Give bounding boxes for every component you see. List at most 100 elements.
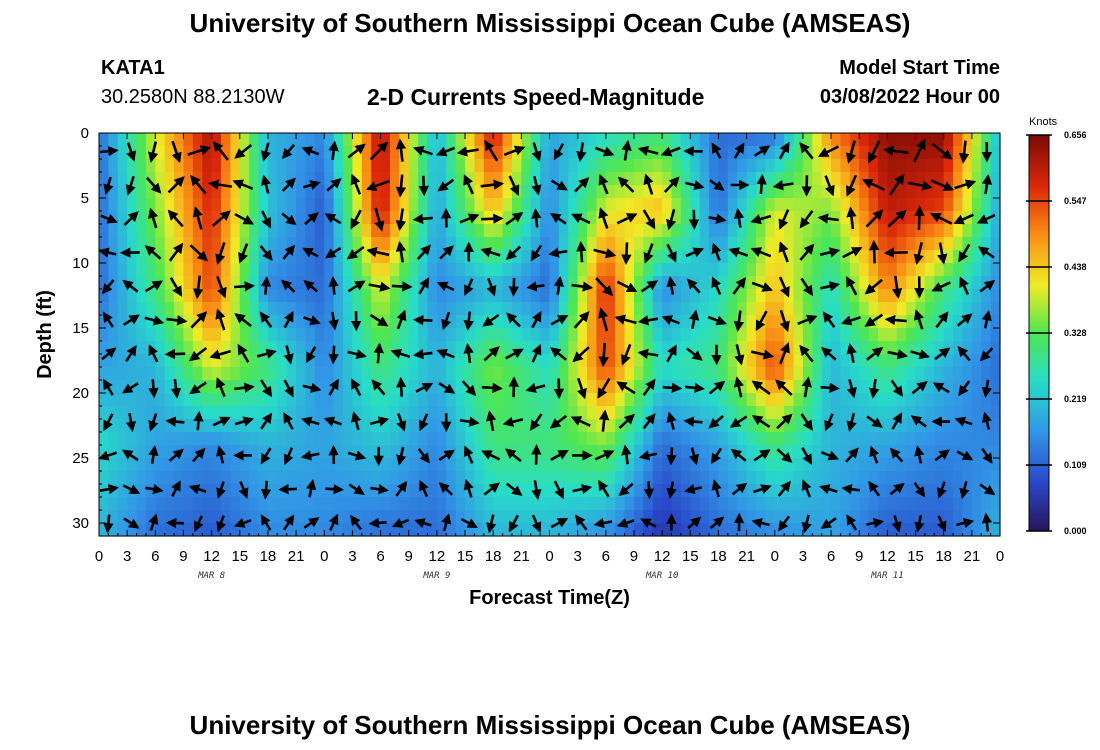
heatmap-cell — [99, 367, 109, 381]
current-vector-arrow — [369, 141, 389, 161]
current-vector-arrow — [215, 308, 226, 331]
heatmap-cell — [540, 354, 551, 368]
heatmap-cell — [699, 159, 710, 173]
heatmap-cell — [558, 302, 569, 316]
current-vector-arrow — [102, 378, 114, 396]
heatmap-cell — [230, 276, 241, 290]
current-vector-arrow — [413, 348, 433, 360]
heatmap-cell — [483, 328, 494, 342]
current-vector-arrow — [348, 483, 365, 495]
heatmap-cell — [145, 172, 156, 186]
heatmap-cell — [267, 198, 278, 212]
heatmap-cell — [502, 510, 513, 524]
current-vector-arrow — [707, 315, 727, 326]
heatmap-cell — [558, 224, 569, 238]
heatmap-cell — [202, 172, 213, 186]
current-vector-arrow — [395, 208, 407, 232]
heatmap-cell — [183, 458, 194, 472]
heatmap-cell — [155, 432, 166, 446]
heatmap-cell — [239, 445, 250, 459]
heatmap-cell — [145, 198, 156, 212]
x-tick-label: 12 — [879, 548, 896, 565]
current-vector-arrow — [978, 246, 995, 259]
heatmap-cell — [568, 263, 579, 277]
current-vector-arrow — [709, 516, 725, 530]
heatmap-cell — [840, 198, 851, 212]
heatmap-cell — [896, 497, 907, 511]
heatmap-cell — [981, 497, 992, 511]
heatmap-cell — [802, 445, 813, 459]
heatmap-cell — [680, 159, 691, 173]
heatmap-cell — [990, 510, 1001, 524]
heatmap-cell — [934, 497, 945, 511]
heatmap-cell — [755, 393, 766, 407]
heatmap-cell — [549, 393, 560, 407]
x-tick-label: 21 — [513, 548, 530, 565]
heatmap-cell — [924, 328, 935, 342]
heatmap-cell — [774, 393, 785, 407]
heatmap-cell — [230, 484, 241, 498]
heatmap-cell — [108, 263, 119, 277]
heatmap-cell — [887, 159, 898, 173]
x-tick-label: 6 — [827, 548, 835, 565]
current-vector-arrow — [188, 346, 208, 362]
heatmap-cell — [587, 393, 598, 407]
heatmap-cell — [784, 432, 795, 446]
heatmap-cell — [774, 289, 785, 303]
heatmap-cell — [558, 159, 569, 173]
heatmap-cell — [633, 367, 644, 381]
heatmap-cell — [859, 146, 870, 160]
heatmap-cell — [633, 237, 644, 251]
heatmap-cell — [408, 380, 419, 394]
heatmap-cell — [549, 367, 560, 381]
current-vector-arrow — [891, 412, 903, 430]
heatmap-cell — [990, 406, 1001, 420]
heatmap-cell — [671, 133, 682, 147]
heatmap-cell — [296, 133, 307, 147]
heatmap-cell — [174, 497, 185, 511]
heatmap-cell — [821, 250, 832, 264]
heatmap-cell — [718, 432, 729, 446]
heatmap-cell — [267, 315, 278, 329]
heatmap-cell — [258, 471, 269, 485]
heatmap-cell — [774, 484, 785, 498]
heatmap-cell — [267, 289, 278, 303]
heatmap-cell — [117, 510, 128, 524]
current-vector-arrow — [820, 517, 837, 529]
current-vector-arrow — [148, 379, 159, 399]
heatmap-cell — [174, 302, 185, 316]
heatmap-cell — [418, 159, 429, 173]
heatmap-cell — [755, 263, 766, 277]
heatmap-cell — [277, 133, 288, 147]
heatmap-cell — [521, 510, 532, 524]
heatmap-cell — [558, 250, 569, 264]
heatmap-cell — [737, 133, 748, 147]
heatmap-cell — [859, 497, 870, 511]
heatmap-cell — [680, 354, 691, 368]
heatmap-cell — [502, 406, 513, 420]
heatmap-cell — [633, 211, 644, 225]
heatmap-cell — [371, 289, 382, 303]
heatmap-cell — [896, 198, 907, 212]
heatmap-cell — [493, 354, 504, 368]
heatmap-cell — [239, 497, 250, 511]
heatmap-cell — [981, 458, 992, 472]
heatmap-cell — [709, 432, 720, 446]
heatmap-cell — [577, 224, 588, 238]
heatmap-cell — [296, 276, 307, 290]
current-vector-arrow — [618, 482, 634, 497]
heatmap-cell — [765, 510, 776, 524]
heatmap-cell — [652, 159, 663, 173]
heatmap-cell — [859, 289, 870, 303]
heatmap-cell — [709, 133, 720, 147]
current-vector-arrow — [305, 479, 317, 498]
heatmap-cell — [868, 289, 879, 303]
heatmap-cell — [943, 510, 954, 524]
heatmap-cell — [633, 263, 644, 277]
x-tick-label: 15 — [907, 548, 924, 565]
heatmap-cell — [596, 250, 607, 264]
heatmap-cell — [164, 497, 175, 511]
heatmap-cell — [624, 510, 635, 524]
heatmap-cell — [530, 393, 541, 407]
heatmap-cell — [399, 354, 410, 368]
